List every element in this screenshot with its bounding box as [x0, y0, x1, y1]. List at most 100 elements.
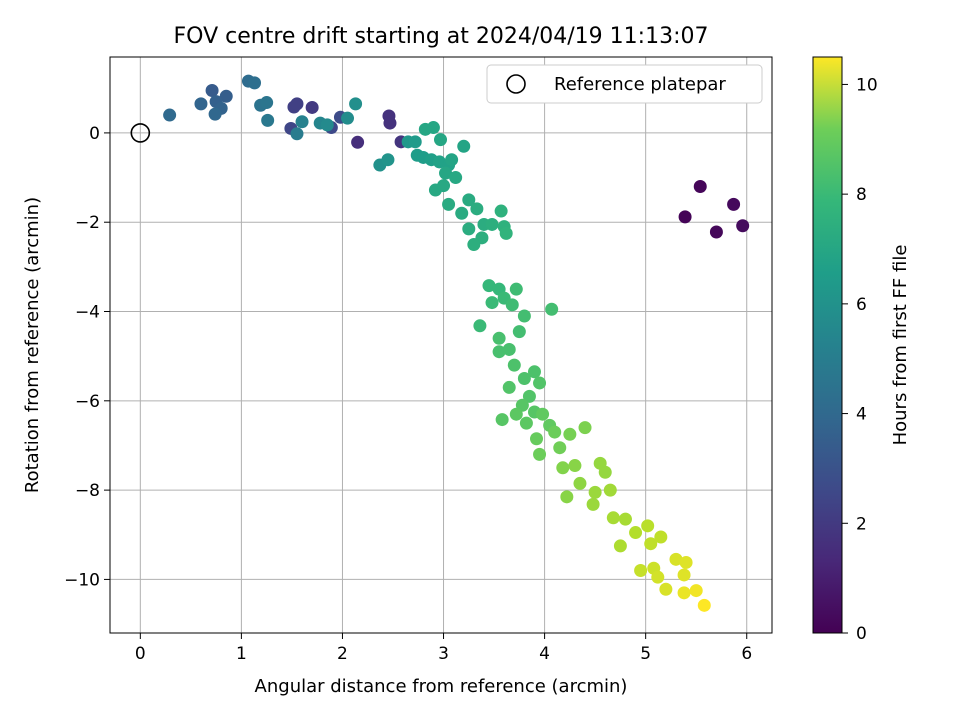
data-point: [261, 113, 275, 127]
data-point: [470, 202, 484, 216]
x-tick-label: 4: [539, 644, 550, 664]
data-point: [382, 109, 396, 123]
y-axis-ticks: 0 −2 −4 −6 −8 −10: [64, 124, 110, 590]
data-points: [163, 74, 750, 612]
data-point: [442, 197, 456, 211]
x-tick-label: 2: [337, 644, 348, 664]
colorbar-ticks: 0 2 4 6 8 10: [842, 75, 878, 644]
data-point: [517, 371, 531, 385]
legend-box: [486, 64, 763, 104]
colorbar-tick-label: 2: [856, 514, 867, 534]
data-point: [548, 425, 562, 439]
data-point: [290, 97, 304, 111]
data-point: [260, 96, 274, 110]
data-point: [295, 115, 309, 129]
plot-frame: [109, 56, 773, 634]
legend-label: Reference platepar: [554, 74, 726, 95]
data-point: [586, 497, 600, 511]
chart-title: FOV centre drift starting at 2024/04/19 …: [174, 24, 709, 49]
data-point: [606, 511, 620, 525]
data-point: [517, 309, 531, 323]
data-point: [736, 219, 750, 233]
data-point: [502, 342, 516, 356]
data-point: [533, 447, 547, 461]
colorbar-label: Hours from first FF file: [890, 245, 911, 446]
data-point: [578, 421, 592, 435]
data-point: [349, 97, 363, 111]
data-point: [467, 238, 481, 252]
data-point: [522, 389, 536, 403]
data-point: [641, 519, 655, 533]
data-point: [208, 107, 222, 121]
y-tick-label: −10: [64, 570, 100, 590]
data-point: [530, 432, 544, 446]
data-point: [560, 490, 574, 504]
y-axis-label: Rotation from reference (arcmin): [22, 197, 43, 493]
data-point: [613, 539, 627, 553]
data-point: [533, 376, 547, 390]
data-point: [556, 461, 570, 475]
data-point: [697, 598, 711, 612]
data-point: [473, 319, 487, 333]
data-point: [598, 465, 612, 479]
data-point: [536, 407, 550, 421]
legend: Reference platepar: [486, 64, 763, 104]
data-point: [629, 526, 643, 540]
colorbar-gradient: [812, 56, 843, 634]
data-point: [568, 459, 582, 473]
data-point: [381, 153, 395, 167]
colorbar-tick-label: 0: [856, 624, 867, 644]
x-tick-label: 5: [640, 644, 651, 664]
x-tick-label: 6: [741, 644, 752, 664]
data-point: [439, 166, 453, 180]
x-tick-label: 1: [236, 644, 247, 664]
data-point: [659, 582, 673, 596]
data-point: [494, 204, 508, 218]
y-tick-label: −8: [75, 481, 100, 501]
data-point: [449, 171, 463, 185]
data-point: [341, 111, 355, 125]
data-point: [194, 97, 208, 111]
data-point: [509, 282, 523, 296]
colorbar-tick-label: 10: [856, 75, 878, 95]
data-point: [205, 83, 219, 97]
data-point: [634, 563, 648, 577]
data-point: [545, 302, 559, 316]
data-point: [618, 512, 632, 526]
colorbar-tick-label: 8: [856, 185, 867, 205]
data-point: [553, 441, 567, 455]
data-point: [219, 89, 233, 103]
data-point: [499, 226, 513, 240]
data-point: [433, 133, 447, 147]
data-point: [677, 586, 691, 600]
data-point: [482, 279, 496, 293]
data-point: [727, 197, 741, 211]
x-axis-label: Angular distance from reference (arcmin): [255, 676, 628, 697]
data-point: [603, 483, 617, 497]
data-point: [677, 568, 691, 582]
data-point: [588, 485, 602, 499]
legend-marker: [506, 74, 526, 94]
y-tick-label: −6: [75, 392, 100, 412]
data-point: [305, 100, 319, 114]
data-point: [507, 358, 521, 372]
data-point: [651, 570, 665, 584]
data-point: [709, 225, 723, 239]
data-point: [290, 127, 304, 141]
x-tick-label: 3: [438, 644, 449, 664]
data-point: [492, 331, 506, 345]
data-point: [693, 179, 707, 193]
data-point: [408, 135, 422, 149]
data-point: [462, 222, 476, 236]
data-point: [505, 298, 519, 312]
data-point: [689, 584, 703, 598]
data-point: [644, 537, 658, 551]
data-point: [669, 552, 683, 566]
data-point: [320, 118, 334, 132]
colorbar-tick-label: 4: [856, 405, 867, 425]
data-point: [509, 407, 523, 421]
x-tick-label: 0: [135, 644, 146, 664]
data-point: [485, 217, 499, 231]
y-tick-label: −2: [75, 213, 100, 233]
